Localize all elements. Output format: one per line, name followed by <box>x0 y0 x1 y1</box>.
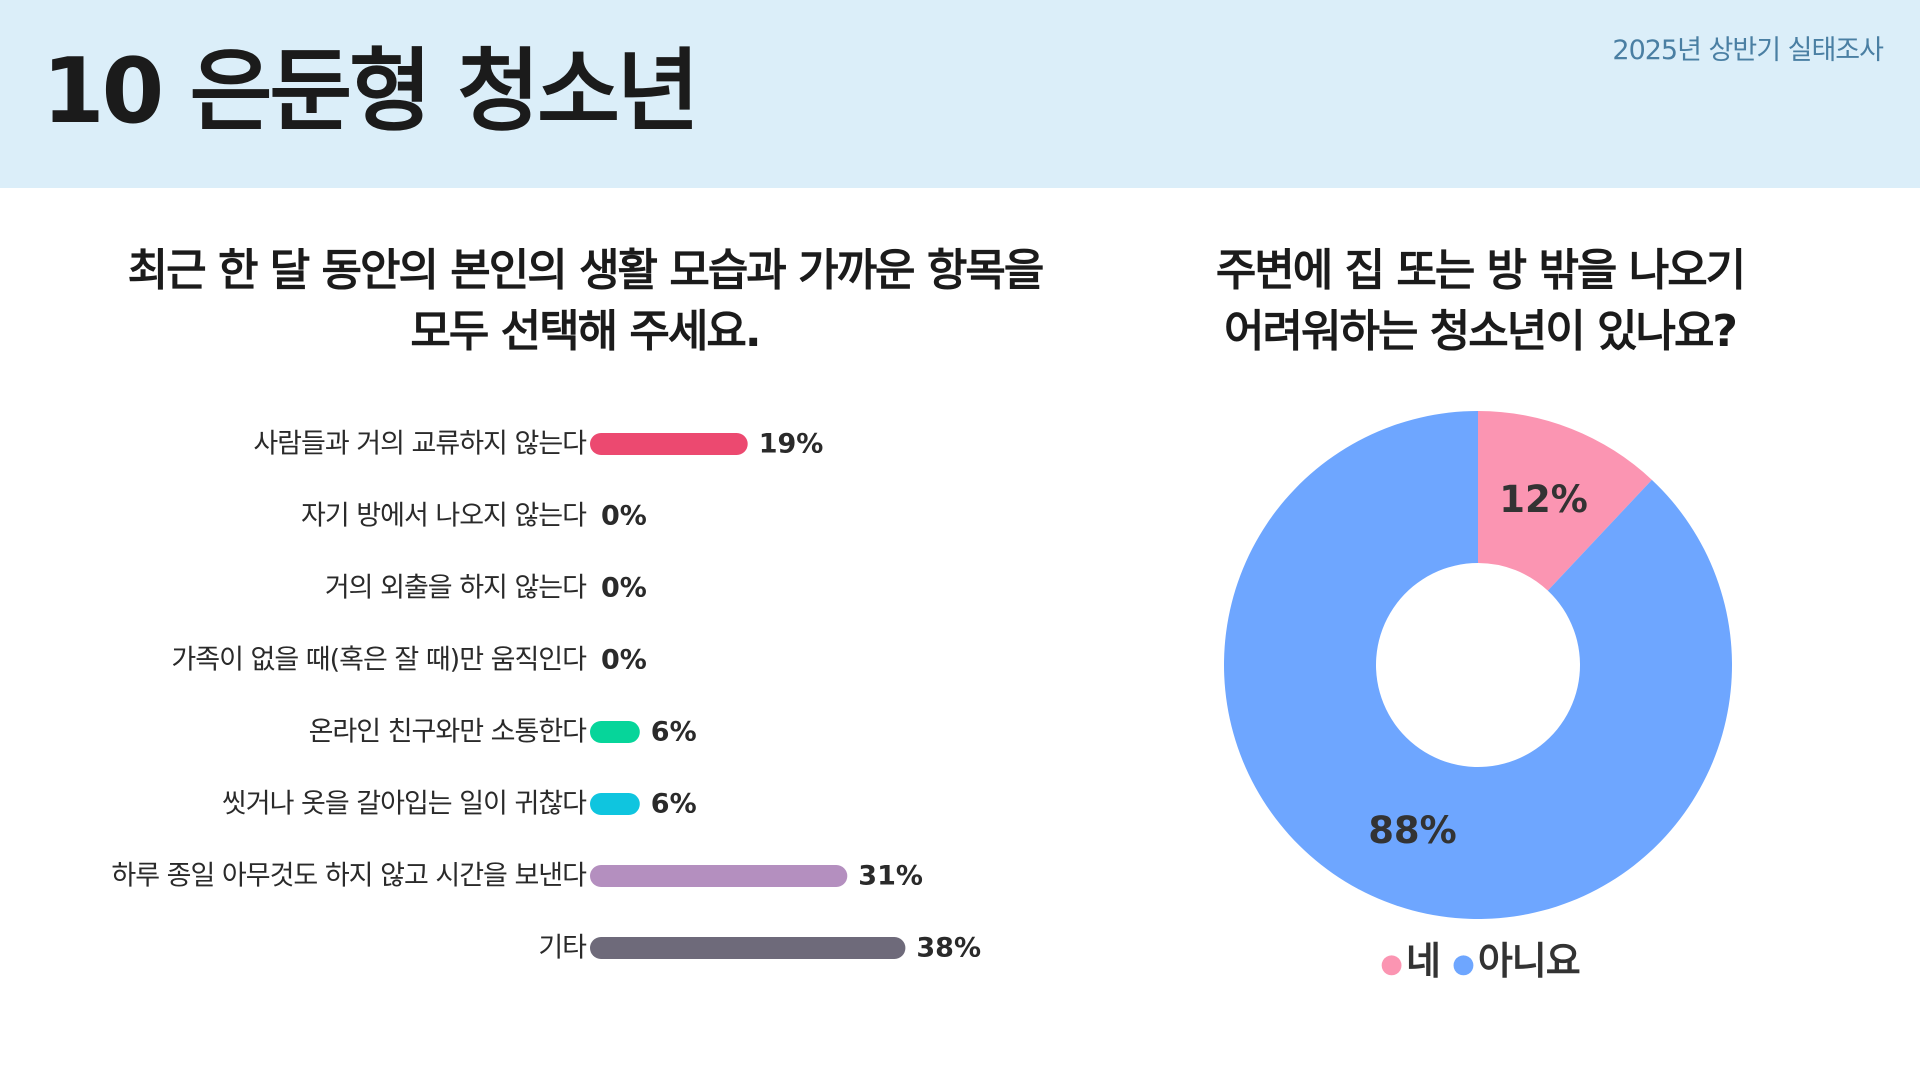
bar-value-label: 31% <box>858 861 923 892</box>
donut-chart: 12% 88% <box>1224 411 1732 919</box>
bar-category-label: 씻거나 옷을 갈아입는 일이 귀찮다 <box>222 789 587 820</box>
donut-slice <box>1224 411 1732 919</box>
bar <box>590 721 640 743</box>
legend-dot-yes: ● <box>1380 948 1403 979</box>
legend-dot-no: ● <box>1452 948 1475 979</box>
bar-category-label: 하루 종일 아무것도 하지 않고 시간을 보낸다 <box>111 861 587 892</box>
bar-category-label: 가족이 없을 때(혹은 잘 때)만 움직인다 <box>171 645 587 676</box>
legend-item-yes: ● 네 <box>1380 939 1452 983</box>
donut-value-label: 12% <box>1499 478 1588 521</box>
donut-slice <box>1478 411 1652 591</box>
donut-chart-title: 주변에 집 또는 방 밖을 나오기 어려워하는 청소년이 있나요? <box>1180 240 1780 362</box>
donut-chart-title-line: 어려워하는 청소년이 있나요? <box>1224 306 1738 357</box>
legend-item-no: ● 아니요 <box>1452 939 1581 983</box>
bar <box>590 865 848 887</box>
legend-label-yes: 네 <box>1405 939 1441 983</box>
bar-value-label: 19% <box>759 429 824 460</box>
bar-chart: 사람들과 거의 교류하지 않는다 19% 자기 방에서 나오지 않는다 0% 거의 외출… <box>111 429 981 964</box>
bar-value-label: 0% <box>601 573 647 604</box>
bar <box>590 937 906 959</box>
donut-chart-title-line: 주변에 집 또는 방 밖을 나오기 <box>1215 245 1746 296</box>
bar-value-label: 0% <box>601 645 647 676</box>
bar-value-label: 0% <box>601 501 647 532</box>
bar-category-label: 사람들과 거의 교류하지 않는다 <box>253 429 587 460</box>
donut-legend: ● 네 ● 아니요 <box>1380 930 1580 985</box>
bar-category-label: 기타 <box>538 933 587 964</box>
page-title: 10 은둔형 청소년 <box>42 39 700 144</box>
bar-category-label: 온라인 친구와만 소통한다 <box>309 717 588 748</box>
bar-chart-title-line: 모두 선택해 주세요. <box>410 306 761 357</box>
bar <box>590 433 748 455</box>
survey-label: 2025년 상반기 실태조사 <box>1612 35 1884 66</box>
donut-value-label: 88% <box>1368 809 1457 852</box>
bar-value-label: 38% <box>916 933 981 964</box>
bar-category-label: 거의 외출을 하지 않는다 <box>325 573 587 604</box>
bar-chart-title-line: 최근 한 달 동안의 본인의 생활 모습과 가까운 항목을 <box>127 245 1045 296</box>
bar-value-label: 6% <box>651 717 697 748</box>
header-band: 10 은둔형 청소년 2025년 상반기 실태조사 <box>0 0 1920 188</box>
bar-chart-title: 최근 한 달 동안의 본인의 생활 모습과 가까운 항목을 모두 선택해 주세요… <box>40 240 1130 362</box>
legend-label-no: 아니요 <box>1477 939 1581 983</box>
bar <box>590 793 640 815</box>
bar-value-label: 6% <box>651 789 697 820</box>
bar-category-label: 자기 방에서 나오지 않는다 <box>301 501 587 532</box>
